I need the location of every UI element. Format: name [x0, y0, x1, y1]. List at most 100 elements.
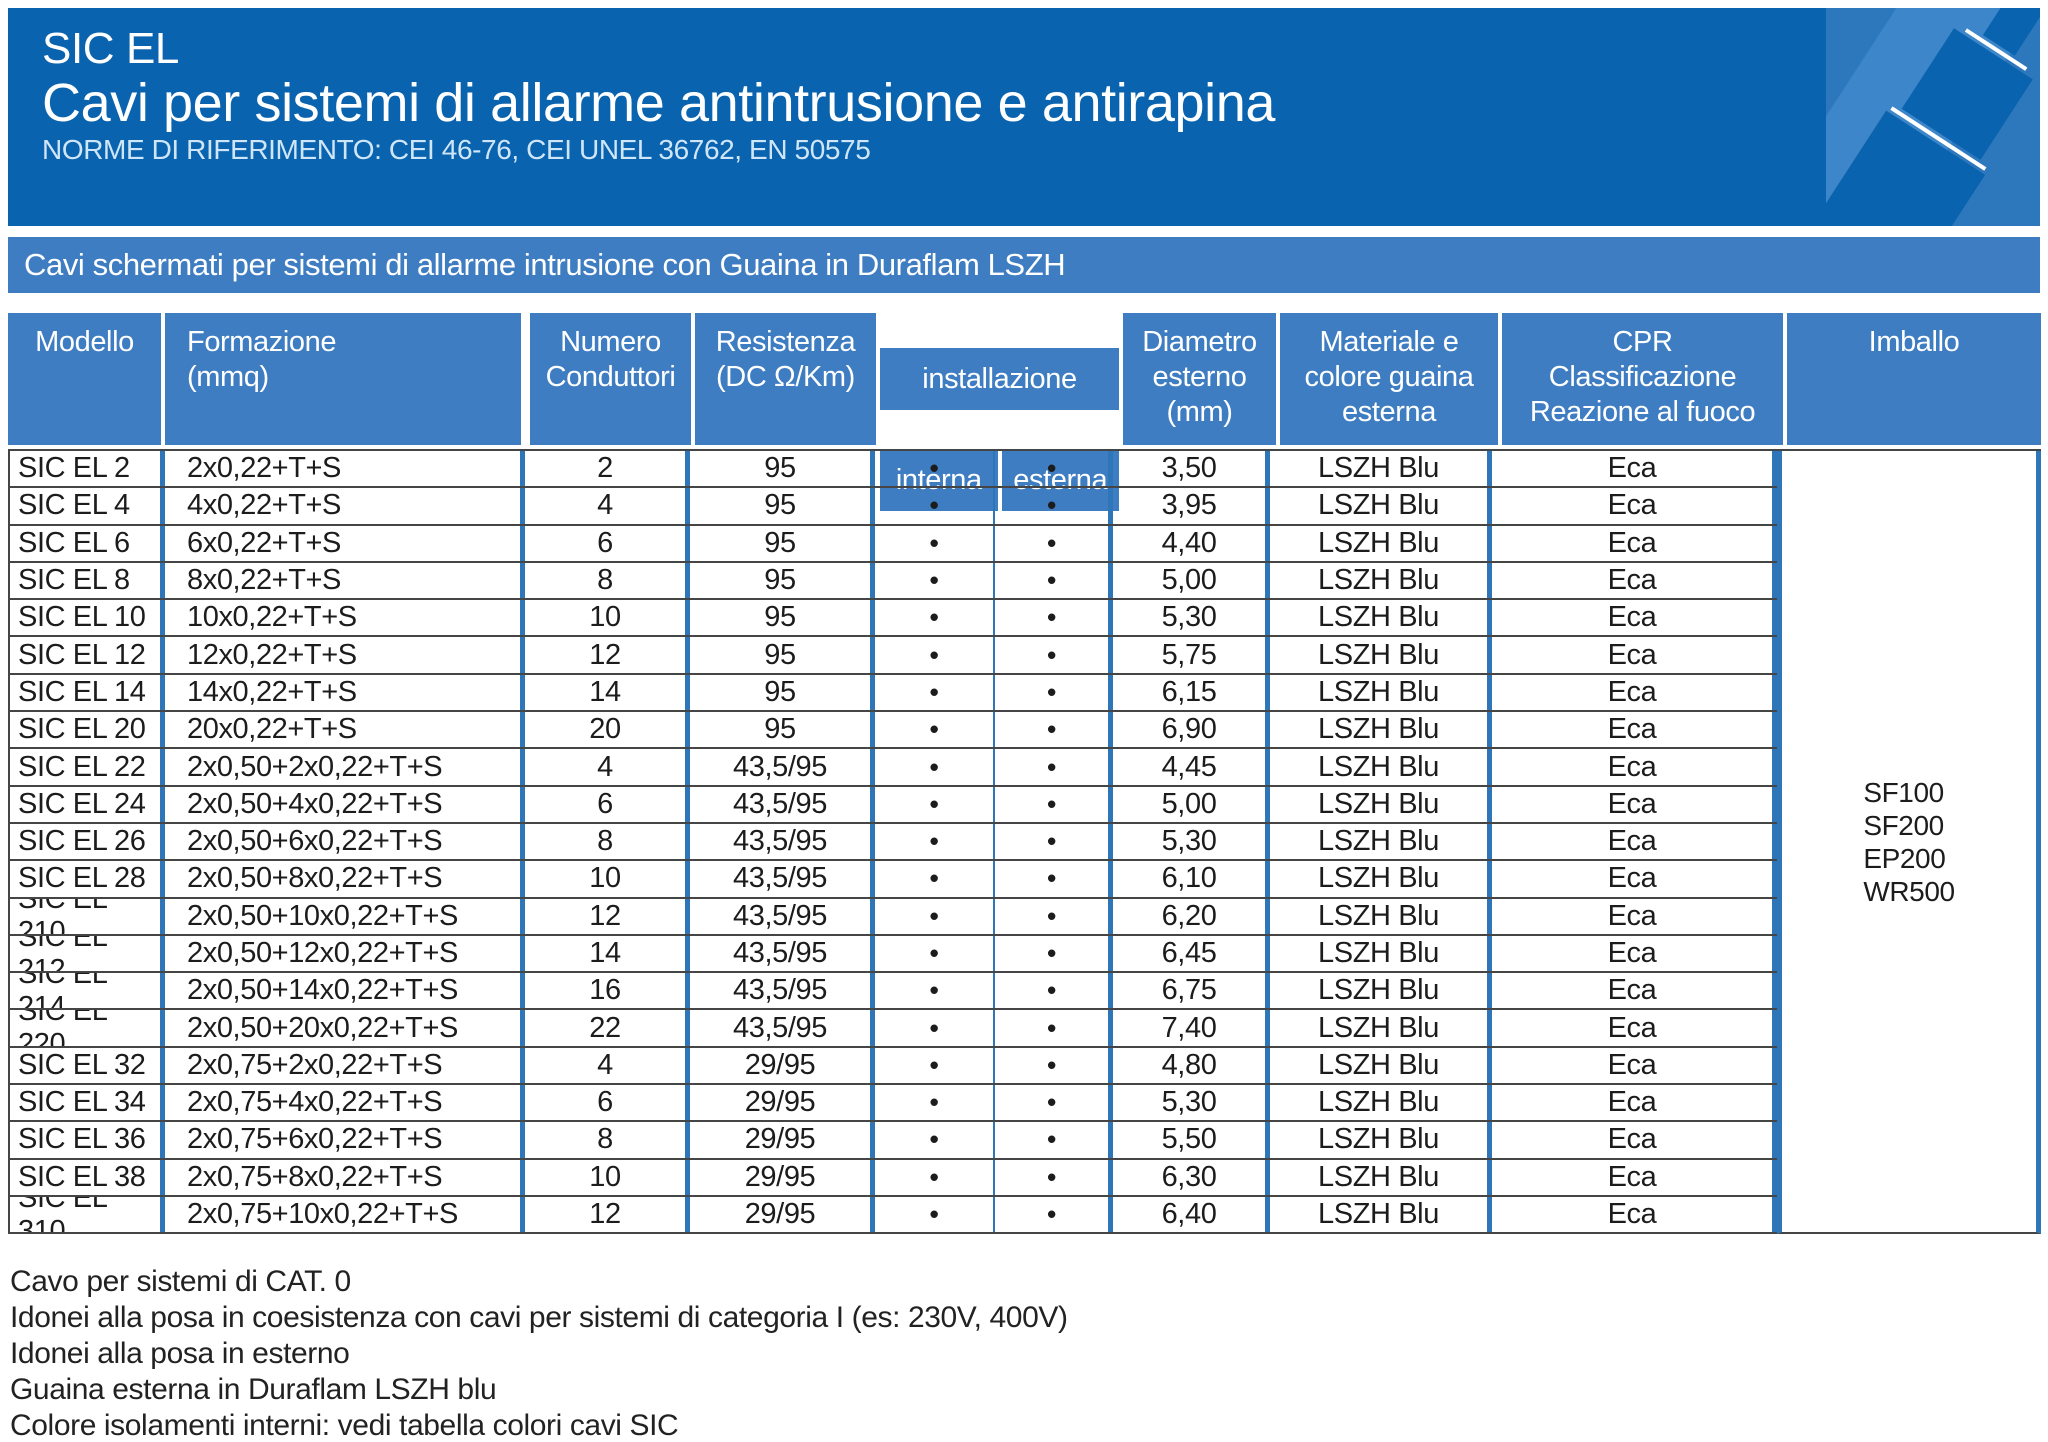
cell-installazione-interna-dot: •	[875, 786, 995, 822]
cell-conduttori: 8	[525, 823, 690, 860]
cell-installazione-interna-dot: •	[875, 562, 995, 599]
cell-modello: SIC EL 310	[10, 1196, 165, 1233]
cell-resistenza: 95	[690, 674, 875, 711]
cell-diametro: 6,75	[1113, 973, 1270, 1009]
cell-formazione: 2x0,75+6x0,22+T+S	[165, 1122, 525, 1158]
cell-diametro: 5,00	[1113, 786, 1270, 822]
cell-cpr: Eca	[1492, 973, 1777, 1009]
table-row: SIC EL 14 14x0,22+T+S 14 95 • • 6,15 LSZH Blu Ec…	[10, 674, 2041, 713]
cell-installazione-interna-dot: •	[875, 823, 995, 860]
cell-installazione-esterna-dot: •	[995, 525, 1113, 561]
cell-installazione-interna-dot: •	[875, 1122, 995, 1158]
cell-conduttori: 16	[525, 973, 690, 1009]
cell-guaina: LSZH Blu	[1270, 600, 1492, 636]
cell-resistenza: 29/95	[690, 1159, 875, 1195]
cell-cpr: Eca	[1492, 823, 1777, 860]
cell-installazione-esterna-dot: •	[995, 1047, 1113, 1084]
cell-guaina: LSZH Blu	[1270, 562, 1492, 599]
cell-formazione: 2x0,50+2x0,22+T+S	[165, 749, 525, 785]
cell-formazione: 14x0,22+T+S	[165, 674, 525, 711]
cell-diametro: 3,95	[1113, 488, 1270, 524]
cell-cpr: Eca	[1492, 898, 1777, 934]
cell-cpr: Eca	[1492, 488, 1777, 524]
cell-installazione-interna-dot: •	[875, 1010, 995, 1046]
cell-modello: SIC EL 8	[10, 562, 165, 599]
cell-guaina: LSZH Blu	[1270, 861, 1492, 897]
cell-resistenza: 95	[690, 525, 875, 561]
cell-modello: SIC EL 36	[10, 1122, 165, 1158]
cell-formazione: 2x0,50+8x0,22+T+S	[165, 861, 525, 897]
cell-installazione-interna-dot: •	[875, 935, 995, 972]
cell-installazione-interna-dot: •	[875, 451, 995, 487]
cell-conduttori: 4	[525, 1047, 690, 1084]
column-header-esterna: esterna	[1001, 449, 1119, 511]
cell-installazione-esterna-dot: •	[995, 1122, 1113, 1158]
cell-modello: SIC EL 38	[10, 1159, 165, 1195]
column-header-formazione: Formazione (mmq)	[165, 313, 521, 445]
cell-cpr: Eca	[1492, 1010, 1777, 1046]
cell-conduttori: 6	[525, 525, 690, 561]
cell-installazione-esterna-dot: •	[995, 637, 1113, 673]
cell-cpr: Eca	[1492, 674, 1777, 711]
table-row: SIC EL 6 6x0,22+T+S 6 95 • • 4,40 LSZH Blu Eca	[10, 525, 2041, 563]
cell-guaina: LSZH Blu	[1270, 749, 1492, 785]
cell-guaina: LSZH Blu	[1270, 1010, 1492, 1046]
cell-resistenza: 43,5/95	[690, 1010, 875, 1046]
page-title: Cavi per sistemi di allarme antintrusion…	[42, 73, 1276, 133]
column-header-resistenza: Resistenza (DC Ω/Km)	[695, 313, 876, 445]
cell-resistenza: 29/95	[690, 1047, 875, 1084]
cell-modello: SIC EL 4	[10, 488, 165, 524]
packaging-code: WR500	[1863, 875, 1955, 907]
cell-installazione-interna-dot: •	[875, 674, 995, 711]
cell-cpr: Eca	[1492, 1159, 1777, 1195]
cell-installazione-interna-dot: •	[875, 637, 995, 673]
cell-diametro: 5,30	[1113, 1085, 1270, 1121]
cell-cpr: Eca	[1492, 562, 1777, 599]
cell-resistenza: 43,5/95	[690, 749, 875, 785]
cell-formazione: 20x0,22+T+S	[165, 712, 525, 748]
cell-cpr: Eca	[1492, 935, 1777, 972]
column-header-installazione-group: installazione interna esterna	[880, 313, 1119, 511]
cell-resistenza: 95	[690, 488, 875, 524]
cell-modello: SIC EL 2	[10, 451, 165, 487]
table-row: SIC EL 38 2x0,75+8x0,22+T+S 10 29/95 • • 6,30 L…	[10, 1159, 2041, 1197]
cell-cpr: Eca	[1492, 1196, 1777, 1233]
cell-diametro: 4,45	[1113, 749, 1270, 785]
cell-installazione-esterna-dot: •	[995, 786, 1113, 822]
cell-guaina: LSZH Blu	[1270, 1122, 1492, 1158]
cell-cpr: Eca	[1492, 1122, 1777, 1158]
table-row: SIC EL 12 12x0,22+T+S 12 95 • • 5,75 LSZH Blu Ec…	[10, 637, 2041, 675]
cell-installazione-interna-dot: •	[875, 749, 995, 785]
cell-modello: SIC EL 26	[10, 823, 165, 860]
cell-diametro: 6,40	[1113, 1196, 1270, 1233]
cell-guaina: LSZH Blu	[1270, 451, 1492, 487]
cell-modello: SIC EL 10	[10, 600, 165, 636]
cell-resistenza: 95	[690, 451, 875, 487]
table-row: SIC EL 10 10x0,22+T+S 10 95 • • 5,30 LSZH Blu Ec…	[10, 600, 2041, 638]
cell-diametro: 3,50	[1113, 451, 1270, 487]
cell-installazione-esterna-dot: •	[995, 973, 1113, 1009]
cell-guaina: LSZH Blu	[1270, 488, 1492, 524]
column-header-modello: Modello	[8, 313, 161, 445]
cell-diametro: 6,10	[1113, 861, 1270, 897]
cell-installazione-interna-dot: •	[875, 898, 995, 934]
cell-installazione-esterna-dot: •	[995, 898, 1113, 934]
note-line: Cavo per sistemi di CAT. 0	[10, 1265, 351, 1298]
cell-conduttori: 10	[525, 1159, 690, 1195]
table-row: SIC EL 8 8x0,22+T+S 8 95 • • 5,00 LSZH Blu Eca	[10, 562, 2041, 601]
cell-formazione: 2x0,75+10x0,22+T+S	[165, 1196, 525, 1233]
note-line: Idonei alla posa in esterno	[10, 1337, 350, 1370]
cell-diametro: 6,45	[1113, 935, 1270, 972]
column-header-guaina: Materiale e colore guaina esterna	[1280, 313, 1498, 445]
cell-formazione: 2x0,50+10x0,22+T+S	[165, 898, 525, 934]
cell-guaina: LSZH Blu	[1270, 898, 1492, 934]
cell-formazione: 8x0,22+T+S	[165, 562, 525, 599]
cell-modello: SIC EL 212	[10, 935, 165, 972]
cell-formazione: 2x0,75+2x0,22+T+S	[165, 1047, 525, 1084]
table-row: SIC EL 28 2x0,50+8x0,22+T+S 10 43,5/95 • • 6,1…	[10, 861, 2041, 899]
cell-installazione-interna-dot: •	[875, 525, 995, 561]
cell-diametro: 5,00	[1113, 562, 1270, 599]
cell-conduttori: 4	[525, 488, 690, 524]
cell-resistenza: 95	[690, 562, 875, 599]
